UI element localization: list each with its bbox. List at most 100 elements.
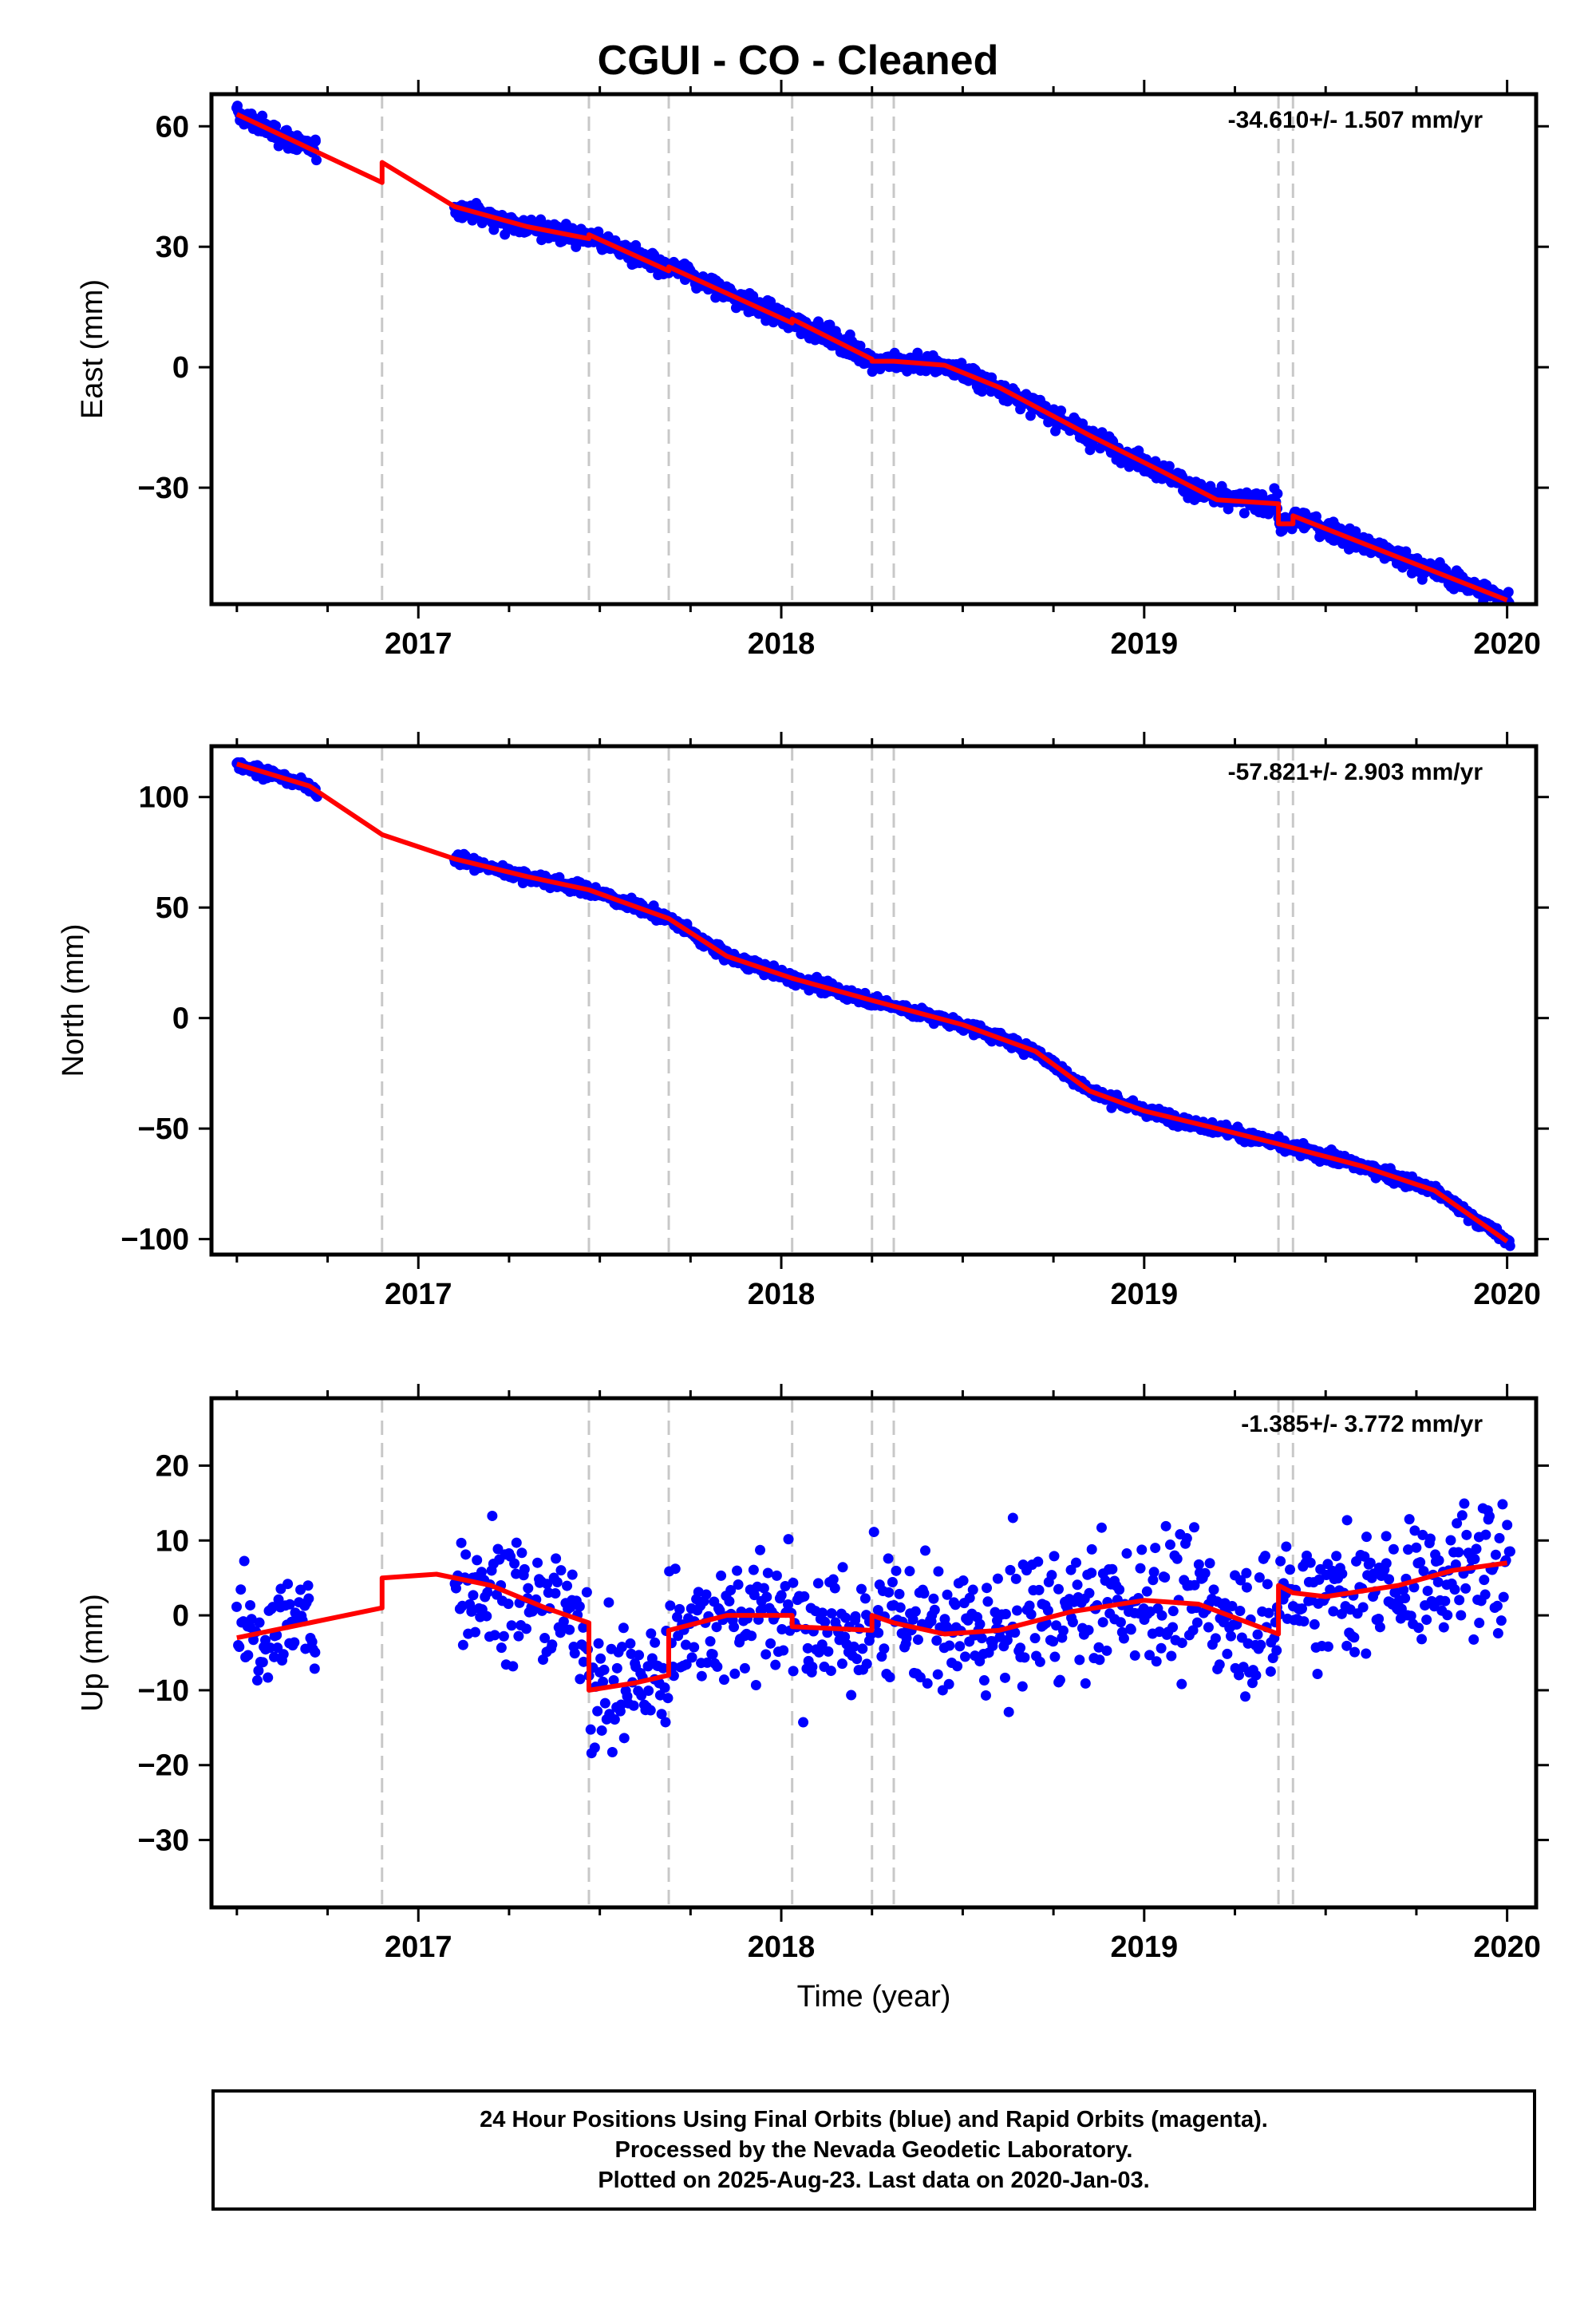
data-point: [933, 1566, 944, 1577]
data-point: [656, 1709, 667, 1720]
data-point: [1187, 1625, 1199, 1636]
data-point: [1017, 1681, 1028, 1692]
data-point: [982, 1583, 993, 1594]
data-point: [876, 1651, 887, 1662]
data-point: [599, 1697, 610, 1709]
data-point: [1019, 1652, 1030, 1663]
data-point: [1328, 1606, 1339, 1617]
data-point: [765, 1638, 776, 1649]
data-point: [616, 1642, 627, 1653]
data-point: [1238, 508, 1250, 519]
data-point: [1449, 1584, 1460, 1595]
data-point: [574, 1601, 585, 1612]
data-point: [931, 1635, 942, 1646]
data-point: [1025, 1609, 1037, 1620]
data-point: [980, 1690, 991, 1701]
data-point: [1083, 1625, 1094, 1636]
data-point: [551, 1576, 563, 1587]
data-point: [482, 1587, 493, 1598]
data-point: [1492, 1628, 1503, 1639]
data-point: [532, 1557, 543, 1568]
data-point: [680, 1639, 691, 1650]
data-point: [575, 1674, 586, 1685]
data-point: [625, 1638, 636, 1649]
data-point: [1029, 1633, 1041, 1644]
data-point: [562, 1580, 573, 1591]
data-point: [310, 136, 321, 147]
data-point: [689, 1642, 700, 1653]
data-point: [1471, 1543, 1482, 1555]
model-line: [236, 1560, 1508, 1693]
data-point: [1312, 1668, 1323, 1679]
data-point: [771, 1570, 782, 1581]
data-point: [776, 1590, 787, 1601]
data-point: [668, 1670, 679, 1682]
data-point: [1015, 1642, 1026, 1654]
data-point: [1167, 1606, 1179, 1617]
data-point: [846, 1690, 857, 1701]
y-axis-label: East (mm): [76, 279, 109, 419]
data-point: [1357, 1602, 1369, 1613]
data-point: [547, 1639, 558, 1650]
data-point: [873, 1627, 884, 1638]
data-point: [1480, 1529, 1491, 1540]
data-point: [932, 1669, 943, 1680]
data-point: [595, 1653, 606, 1664]
x-tick-label: 2020: [1473, 1278, 1541, 1311]
data-point: [1255, 1639, 1266, 1650]
data-point: [1235, 1605, 1246, 1616]
data-point: [578, 1622, 589, 1633]
data-point: [1411, 1542, 1422, 1553]
data-point: [1361, 1648, 1372, 1659]
data-point: [1148, 1567, 1159, 1578]
data-point: [1159, 1572, 1171, 1583]
data-point: [1456, 1510, 1468, 1521]
data-point: [1460, 1583, 1472, 1594]
data-point: [1176, 1678, 1187, 1690]
data-point: [511, 1537, 522, 1548]
data-point: [770, 1659, 781, 1670]
data-point: [1504, 1546, 1515, 1557]
data-point: [235, 1584, 247, 1595]
data-point: [282, 1579, 294, 1590]
data-point: [251, 1675, 263, 1686]
data-point: [1422, 1585, 1433, 1596]
data-point: [246, 1614, 257, 1625]
y-tick-label: 100: [139, 781, 189, 815]
data-point: [1084, 1587, 1095, 1599]
data-point: [1281, 1541, 1292, 1552]
data-point: [1070, 1557, 1081, 1568]
data-point: [593, 1638, 604, 1649]
x-tick-label: 2020: [1473, 1931, 1541, 1964]
data-point: [503, 1599, 514, 1610]
data-point: [1114, 1584, 1125, 1595]
data-point: [1235, 1575, 1246, 1586]
data-point: [1400, 546, 1412, 557]
data-point: [1438, 1622, 1449, 1633]
data-point: [954, 1641, 966, 1652]
data-point: [783, 1599, 794, 1611]
data-point: [254, 1617, 265, 1628]
y-tick-label: 0: [172, 351, 189, 385]
data-point: [1469, 1554, 1480, 1565]
x-tick-label: 2017: [385, 1931, 452, 1964]
data-point: [812, 1578, 824, 1589]
data-point: [943, 1678, 954, 1690]
data-point: [1144, 1650, 1156, 1661]
data-point: [1252, 1629, 1263, 1640]
data-point: [788, 1577, 799, 1588]
data-point: [1418, 1566, 1429, 1577]
data-point: [1191, 1617, 1203, 1628]
data-point: [861, 1658, 872, 1670]
data-point: [1398, 1584, 1409, 1595]
data-point: [1350, 526, 1361, 537]
data-point: [1474, 1618, 1485, 1629]
data-point: [506, 1620, 517, 1631]
data-point: [660, 1717, 671, 1728]
y-axis-label: North (mm): [57, 923, 90, 1077]
data-point: [912, 1634, 923, 1646]
x-tick-label: 2020: [1473, 627, 1541, 661]
data-point: [895, 1602, 906, 1613]
y-tick-label: 60: [156, 110, 189, 144]
data-point: [476, 1567, 487, 1578]
